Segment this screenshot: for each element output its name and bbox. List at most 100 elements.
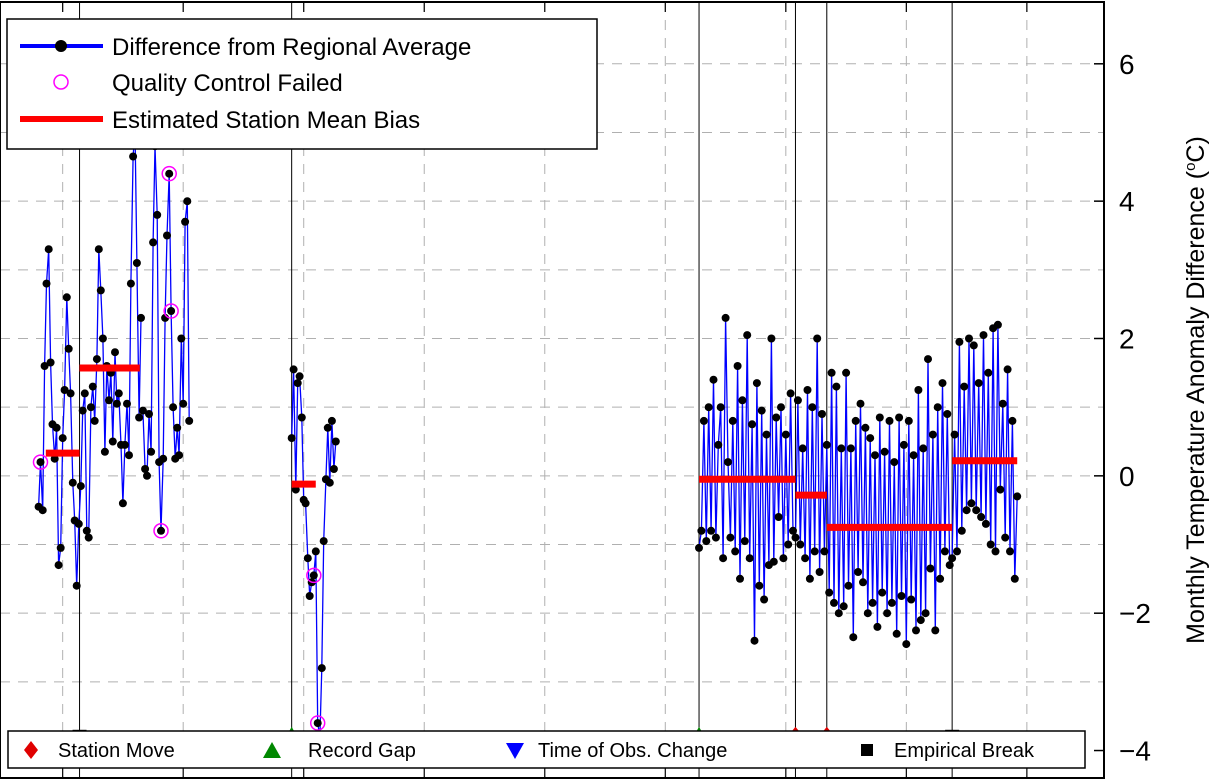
data-point-1-22	[183, 197, 192, 206]
data-point-3-48	[810, 547, 819, 556]
data-point-0-2	[38, 506, 47, 515]
data-point-3-108	[955, 337, 964, 346]
data-point-0-23	[80, 389, 89, 398]
station-move-icon	[24, 741, 38, 759]
bottom-legend-label-record-gap: Record Gap	[308, 740, 416, 762]
data-point-3-81	[890, 458, 899, 467]
data-point-3-26	[757, 406, 766, 415]
y-axis: −4 −2 0 2 4 6	[62, 2, 1151, 778]
data-point-2-19	[325, 478, 334, 487]
data-point-0-9	[52, 423, 61, 432]
data-point-3-25	[755, 581, 764, 590]
data-point-0-40	[114, 389, 123, 398]
data-point-3-86	[902, 640, 911, 649]
data-point-2-1	[289, 365, 298, 374]
data-point-0-22	[78, 406, 87, 415]
bottom-legend: Station Move Record Gap Time of Obs. Cha…	[7, 730, 1086, 769]
data-point-3-38	[786, 389, 795, 398]
data-point-1-20	[179, 399, 188, 408]
data-point-3-4	[704, 403, 713, 412]
data-point-1-13	[165, 169, 174, 178]
data-point-3-130	[1008, 416, 1017, 425]
qc-failed-marker-5	[306, 567, 322, 584]
data-point-3-8	[714, 440, 723, 449]
data-point-3-13	[726, 533, 735, 542]
data-point-3-47	[808, 403, 817, 412]
data-point-3-40	[791, 533, 800, 542]
qc-failed-marker-2	[161, 165, 177, 182]
data-point-0-42	[118, 499, 127, 508]
data-point-3-101	[938, 379, 947, 388]
data-point-3-30	[767, 334, 776, 343]
data-point-3-19	[740, 537, 749, 546]
data-point-3-50	[815, 568, 824, 576]
data-point-0-27	[88, 382, 97, 391]
data-point-3-14	[728, 416, 737, 425]
data-point-2-4	[295, 372, 304, 381]
data-point-3-75	[875, 413, 884, 422]
data-point-1-18	[175, 451, 184, 460]
data-point-2-15	[317, 664, 326, 673]
data-point-3-100	[936, 574, 945, 583]
data-point-0-14	[62, 293, 71, 302]
series-layer	[34, 125, 1022, 741]
data-point-2-7	[301, 499, 310, 508]
data-point-3-7	[711, 533, 720, 542]
data-point-3-90	[912, 626, 920, 635]
legend-qc-circle-swatch	[53, 74, 69, 90]
data-point-3-60	[839, 602, 848, 611]
data-point-3-117	[977, 513, 986, 521]
data-point-3-66	[854, 568, 863, 576]
data-point-3-46	[805, 574, 814, 583]
data-point-3-53	[822, 440, 831, 449]
data-point-3-74	[873, 622, 882, 631]
qc-failed-marker-4	[309, 715, 326, 731]
data-point-3-129	[1006, 547, 1014, 556]
data-point-0-50	[135, 413, 144, 422]
data-point-3-126	[998, 399, 1007, 408]
data-point-1-17	[173, 423, 182, 432]
data-point-3-124	[993, 320, 1002, 329]
data-point-3-103	[943, 410, 952, 418]
data-point-3-80	[887, 598, 896, 607]
data-point-3-12	[724, 458, 732, 467]
data-point-3-24	[752, 379, 761, 388]
data-point-0-5	[44, 245, 53, 254]
legend-label-qc-failed: Quality Control Failed	[112, 70, 343, 97]
data-point-3-73	[871, 451, 879, 460]
data-point-3-43	[798, 444, 807, 453]
time-of-obs-change-icon	[506, 743, 524, 759]
data-point-0-4	[42, 279, 51, 288]
data-point-0-24	[82, 526, 91, 535]
data-point-3-125	[996, 485, 1005, 494]
data-point-1-5	[149, 238, 158, 247]
data-point-3-33	[774, 513, 783, 521]
data-point-3-84	[897, 592, 906, 600]
data-point-0-12	[58, 434, 67, 443]
data-point-3-21	[745, 554, 754, 563]
bottom-legend-box	[7, 730, 1086, 769]
data-point-3-31	[769, 557, 778, 566]
data-point-3-69	[861, 423, 870, 432]
data-point-2-16	[319, 537, 328, 546]
qc-failed-marker-1	[153, 523, 169, 539]
data-point-0-44	[123, 399, 131, 408]
data-point-3-127	[1001, 533, 1010, 542]
data-point-3-116	[974, 379, 983, 388]
data-point-3-118	[979, 331, 988, 340]
data-point-0-29	[92, 355, 101, 364]
data-point-3-128	[1003, 365, 1012, 374]
data-point-1-23	[185, 416, 194, 425]
data-point-3-115	[972, 506, 981, 515]
data-point-3-1	[697, 526, 706, 535]
data-point-3-110	[960, 382, 969, 391]
data-point-3-22	[748, 420, 757, 429]
data-point-3-98	[931, 626, 940, 635]
data-point-3-109	[957, 526, 966, 535]
data-point-3-105	[948, 554, 957, 563]
data-point-3-10	[719, 554, 728, 563]
data-point-3-79	[885, 416, 894, 425]
data-point-3-20	[743, 331, 752, 340]
data-point-3-121	[986, 540, 995, 549]
